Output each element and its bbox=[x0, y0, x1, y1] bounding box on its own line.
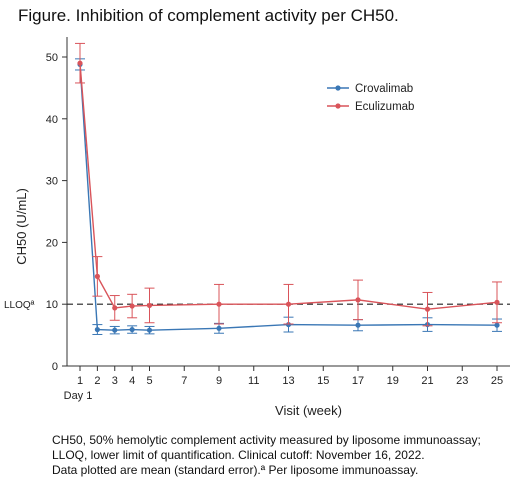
data-point bbox=[286, 302, 291, 307]
caption-line-3: Data plotted are mean (standard error).ª… bbox=[52, 463, 418, 477]
y-tick-label: 40 bbox=[46, 114, 58, 126]
legend-swatch-marker bbox=[335, 103, 340, 108]
data-point bbox=[130, 303, 135, 308]
x-tick-label: 23 bbox=[456, 375, 468, 387]
x-tick-label: 7 bbox=[181, 375, 187, 387]
lloq-reference: LLOQª bbox=[4, 300, 510, 311]
series-layer bbox=[75, 43, 502, 334]
data-point bbox=[130, 327, 135, 332]
data-point bbox=[216, 326, 221, 331]
y-axis-title: CH50 (U/mL) bbox=[14, 188, 29, 265]
data-point bbox=[494, 300, 499, 305]
x-tick-label: 5 bbox=[146, 375, 152, 387]
legend-swatch-marker bbox=[335, 85, 340, 90]
x-tick-label: 13 bbox=[282, 375, 294, 387]
y-tick-label: 30 bbox=[46, 176, 58, 188]
x-tick-label: 11 bbox=[248, 375, 259, 387]
y-tick-label: 0 bbox=[52, 361, 58, 373]
x-tick-label: 3 bbox=[112, 375, 118, 387]
data-point bbox=[95, 327, 100, 332]
data-point bbox=[216, 302, 221, 307]
x-tick-label: 2 bbox=[94, 375, 100, 387]
y-tick-label: 50 bbox=[46, 52, 58, 64]
x-sublabel-day1: Day 1 bbox=[64, 390, 93, 402]
x-axis-title: Visit (week) bbox=[275, 403, 342, 418]
y-tick-label: 20 bbox=[46, 237, 58, 249]
data-point bbox=[147, 303, 152, 308]
data-point bbox=[112, 328, 117, 333]
data-point bbox=[95, 274, 100, 279]
data-point bbox=[355, 323, 360, 328]
data-point bbox=[494, 323, 499, 328]
x-tick-label: 4 bbox=[129, 375, 135, 387]
series-line bbox=[80, 63, 497, 309]
series-eculizumab bbox=[75, 43, 502, 325]
x-tick-label: 17 bbox=[352, 375, 364, 387]
x-tick-label: 19 bbox=[387, 375, 399, 387]
data-point bbox=[112, 305, 117, 310]
x-tick-label: 9 bbox=[216, 375, 222, 387]
lloq-label: LLOQª bbox=[4, 300, 35, 311]
data-point bbox=[355, 297, 360, 302]
caption-line-2: LLOQ, lower limit of quantification. Cli… bbox=[52, 448, 425, 462]
y-tick-label: 10 bbox=[46, 299, 58, 311]
data-point bbox=[425, 307, 430, 312]
legend-label: Eculizumab bbox=[355, 101, 414, 113]
x-tick-label: 21 bbox=[421, 375, 433, 387]
caption-line-1: CH50, 50% hemolytic complement activity … bbox=[52, 433, 481, 447]
x-tick-label: 25 bbox=[491, 375, 503, 387]
chart-legend: Crovalimab Eculizumab bbox=[327, 83, 414, 113]
data-point bbox=[77, 61, 82, 66]
x-tick-label: 15 bbox=[317, 375, 329, 387]
legend-label: Crovalimab bbox=[355, 83, 413, 95]
data-point bbox=[147, 328, 152, 333]
x-tick-label: 1 bbox=[77, 375, 83, 387]
